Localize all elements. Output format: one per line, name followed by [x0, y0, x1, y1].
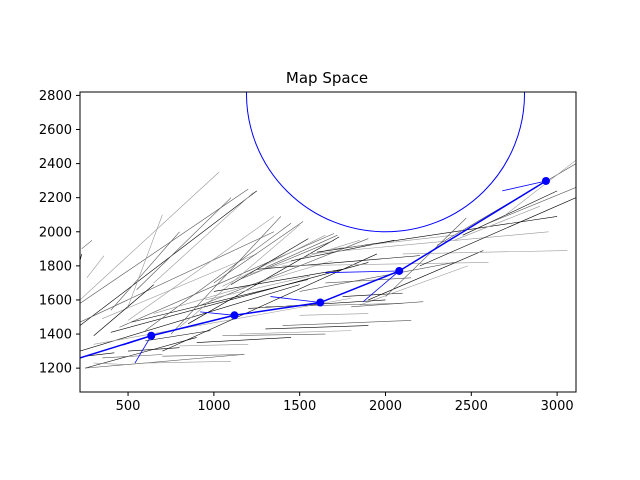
x-tick-label: 500 — [116, 399, 141, 414]
tree-edge — [196, 337, 292, 343]
tree-edge — [162, 253, 378, 352]
tree-edge — [136, 197, 232, 290]
tree-edge — [179, 224, 300, 328]
tree-edge — [119, 233, 335, 328]
path-branch — [362, 270, 400, 302]
tree-edge — [93, 284, 154, 336]
tree-edge — [230, 238, 309, 285]
tree-edge — [239, 330, 352, 335]
y-tick-label: 1200 — [39, 362, 72, 377]
tree-edge — [179, 343, 249, 347]
tree-edge — [80, 171, 220, 301]
tree-edge — [385, 217, 467, 297]
chart-title: Map Space — [286, 69, 368, 87]
tree-edge — [351, 301, 424, 308]
tree-edge — [454, 205, 541, 241]
tree-edge — [153, 192, 254, 284]
tree-edge — [110, 231, 180, 311]
x-axis: 500 1000 1500 2000 2500 3000 — [116, 392, 574, 414]
tree-edge — [110, 262, 369, 333]
path-point — [316, 298, 325, 307]
tree-edge — [93, 297, 352, 345]
obstacle-circle — [246, 92, 525, 233]
tree-edge — [488, 187, 576, 224]
tree-edge — [153, 260, 333, 314]
path-branch — [270, 296, 321, 303]
y-tick-label: 1600 — [39, 293, 72, 308]
tree-edge — [145, 361, 232, 364]
tree-edge — [359, 265, 468, 306]
path-branch — [200, 311, 235, 316]
tree-edge — [505, 159, 576, 215]
y-tick-label: 2200 — [39, 191, 72, 206]
x-tick-label: 3000 — [541, 399, 574, 414]
tree-edge — [80, 190, 257, 326]
y-tick-label: 1400 — [39, 328, 72, 343]
x-tick-label: 1500 — [283, 399, 316, 414]
tree-edge — [282, 262, 489, 267]
tree-edge — [86, 255, 105, 278]
x-tick-label: 2000 — [369, 399, 402, 414]
tree-edge — [368, 250, 484, 301]
tree-edge — [102, 354, 163, 359]
tree-edge — [419, 197, 576, 267]
tree-edge — [80, 231, 275, 323]
plot-frame — [79, 91, 577, 393]
tree-edge — [85, 352, 115, 357]
tree-edge — [127, 214, 163, 307]
tree-edge — [265, 325, 369, 330]
y-tick-label: 1800 — [39, 259, 72, 274]
y-axis: 1200 1400 1600 1800 2000 2200 2400 2600 2800 — [39, 89, 80, 377]
tree-edge — [282, 320, 412, 326]
tree-edge — [145, 330, 211, 342]
tree-edge — [333, 234, 455, 250]
tree-edge — [265, 234, 338, 268]
tree-edge — [462, 190, 558, 236]
path-point — [395, 266, 404, 275]
plot-area — [80, 92, 576, 369]
tree-edge — [265, 303, 403, 308]
tree-edge — [342, 292, 403, 297]
tree-edge — [127, 216, 275, 321]
tree-edge — [93, 362, 129, 366]
tree-edge — [205, 275, 311, 301]
tree-edge — [170, 216, 282, 335]
tree-edge — [299, 262, 455, 292]
tree-edge — [256, 255, 420, 270]
tree-edge — [213, 221, 304, 284]
path-point — [230, 311, 239, 320]
tree-edge — [222, 234, 326, 287]
path-branch — [134, 335, 152, 364]
y-tick-label: 2400 — [39, 157, 72, 172]
path-point — [147, 331, 156, 340]
y-tick-label: 2600 — [39, 123, 72, 138]
tree-edge — [85, 354, 244, 369]
tree-edge — [239, 240, 335, 280]
y-tick-label: 2800 — [39, 89, 72, 104]
tree-edge — [102, 253, 257, 319]
y-tick-label: 2000 — [39, 225, 72, 240]
tree-edge — [213, 268, 343, 292]
tree-edge — [81, 240, 93, 250]
path-line — [80, 180, 547, 359]
tree-edge — [131, 279, 309, 323]
tree-edge — [128, 347, 180, 352]
tree-edge — [299, 313, 369, 316]
tree-edge — [162, 354, 245, 357]
x-tick-label: 1000 — [197, 399, 230, 414]
tree-edge — [308, 231, 549, 255]
path-branch — [325, 270, 400, 274]
tree-edge — [145, 223, 292, 331]
tree-edge — [222, 333, 326, 337]
x-tick-label: 2500 — [455, 399, 488, 414]
tree-edge — [325, 277, 412, 284]
tree-edge — [402, 250, 568, 255]
path-point — [541, 176, 550, 185]
path-branch — [502, 180, 547, 192]
